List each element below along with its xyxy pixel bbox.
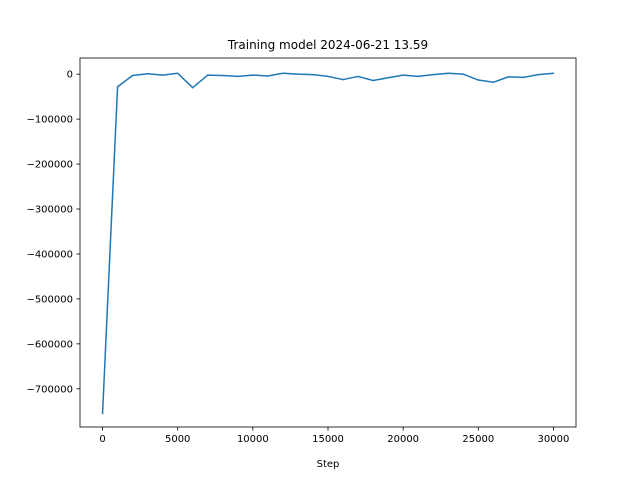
x-tick-label: 0 (99, 434, 105, 445)
data-point (282, 72, 284, 75)
y-tick-label: −600000 (26, 339, 73, 350)
y-tick-label: −500000 (26, 294, 73, 305)
data-point (312, 73, 314, 76)
x-tick-label: 20000 (387, 434, 419, 445)
data-point (492, 81, 495, 84)
data-point (146, 72, 149, 75)
data-point (207, 74, 209, 76)
data-point (552, 72, 555, 75)
data-point (327, 75, 329, 78)
x-tick-label: 30000 (538, 434, 570, 445)
chart-title: Training model 2024-06-21 13.59 (227, 38, 428, 52)
data-point (342, 78, 344, 81)
data-point (191, 86, 194, 89)
axes-frame (79, 57, 577, 428)
y-tick-label: −200000 (26, 160, 73, 171)
data-point (447, 72, 449, 75)
x-axis-label: Step (317, 459, 340, 470)
data-point (161, 74, 164, 76)
x-tick-label: 25000 (462, 434, 494, 445)
data-point (237, 75, 239, 78)
data-point (372, 79, 374, 82)
data-point (432, 73, 434, 76)
data-point (116, 86, 119, 88)
data-point (507, 76, 510, 78)
data-point (537, 73, 540, 76)
y-axis-ticks: 0 −100000 −200000 −300000 −400000 −500000 −600… (26, 70, 80, 395)
plot-area (101, 72, 555, 415)
data-point (101, 412, 104, 415)
data-point (222, 74, 224, 77)
data-point (387, 77, 389, 79)
y-tick-label: −100000 (26, 115, 73, 126)
data-point (402, 74, 404, 76)
data-point (297, 73, 299, 75)
data-point (267, 75, 269, 77)
data-point (462, 73, 465, 75)
data-point (357, 75, 359, 78)
data-point (131, 74, 134, 77)
x-tick-label: 10000 (237, 434, 269, 445)
y-tick-label: −300000 (26, 205, 73, 216)
x-axis-ticks: 0 5000 10000 15000 20000 25000 30000 (99, 427, 569, 445)
y-tick-label: −400000 (26, 249, 73, 260)
data-point (522, 76, 525, 79)
y-tick-label: −700000 (26, 384, 73, 395)
data-point (417, 75, 419, 78)
data-point (176, 72, 179, 75)
x-tick-label: 5000 (165, 434, 190, 445)
data-point (252, 74, 254, 76)
x-tick-label: 15000 (312, 434, 344, 445)
y-tick-label: 0 (67, 70, 73, 81)
data-point (477, 79, 480, 81)
